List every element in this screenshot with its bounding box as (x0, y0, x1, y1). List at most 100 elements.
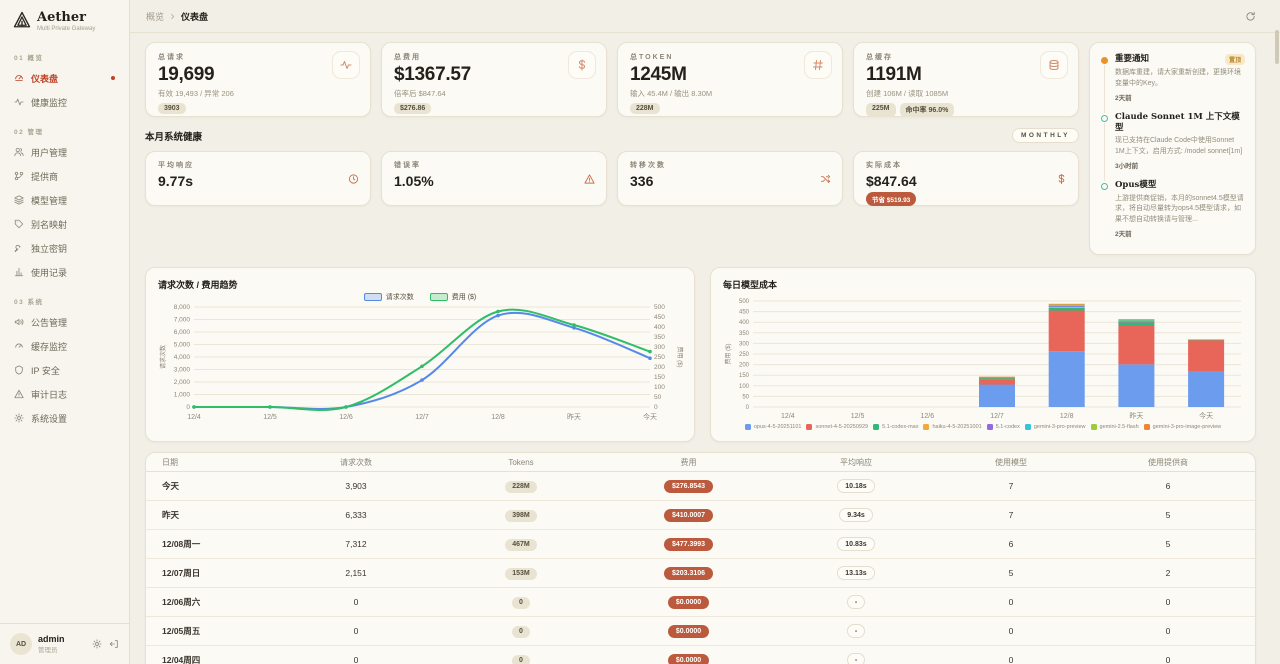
bar-chart-icon (14, 267, 24, 277)
legend-swatch (429, 293, 448, 302)
announcement-item[interactable]: Claude Sonnet 1M 上下文模型 现已支持在Claude Code中使… (1101, 112, 1245, 182)
legend-item[interactable]: 请求次数 (363, 292, 414, 302)
cell-models: 0 (1008, 597, 1014, 608)
stat-value: 19,699 (158, 64, 215, 85)
user-name: admin (38, 633, 65, 644)
sidebar-item-usage[interactable]: 使用记录 (0, 260, 129, 284)
legend-item[interactable]: 5.1-codex (986, 424, 1020, 431)
stat-card: 总缓存 1191M 创建 106M / 读取 1085M 225M 命中率 96.0% (853, 42, 1079, 117)
activity-icon (332, 51, 360, 79)
gear-icon[interactable] (92, 639, 102, 649)
svg-text:200: 200 (654, 364, 665, 371)
daily-stats-table: 日期 请求次数 Tokens 费用 平均响应 使用模型 使用提供商 今天 3,903 228M $… (145, 452, 1256, 664)
legend-label: 费用 ($) (451, 294, 477, 302)
svg-text:6,000: 6,000 (174, 329, 191, 336)
stat-value: 1245M (630, 64, 687, 85)
announcement-item[interactable]: 重要通知 置顶 数据库重建，请大家重新创建，更换环境变量中的Key。 2天前 (1101, 54, 1245, 113)
sidebar-section-label: 03 系统 (14, 299, 44, 307)
svg-text:150: 150 (654, 374, 665, 381)
table-row[interactable]: 12/08周一 7,312 467M $477.3993 10.83s 6 5 (146, 530, 1255, 560)
svg-text:50: 50 (654, 394, 662, 401)
sidebar-item-label: 公告管理 (31, 317, 68, 328)
sidebar-item-announcements[interactable]: 公告管理 (0, 310, 129, 334)
sidebar-item-cache[interactable]: 缓存监控 (0, 334, 129, 358)
legend-item[interactable]: 费用 ($) (429, 292, 477, 302)
sidebar-item-settings[interactable]: 系统设置 (0, 406, 129, 430)
refresh-icon[interactable] (1245, 11, 1256, 22)
sidebar-item-audit[interactable]: 审计日志 (0, 382, 129, 406)
table-row[interactable]: 今天 3,903 228M $276.8543 10.18s 7 6 (146, 472, 1255, 502)
legend-item[interactable]: gemini-2.5-flash (1090, 424, 1139, 431)
legend-swatch (1090, 424, 1097, 431)
users-icon (14, 147, 24, 157)
svg-text:300: 300 (654, 344, 665, 351)
sidebar-item-label: 别名映射 (31, 219, 68, 230)
svg-text:今天: 今天 (643, 412, 657, 421)
svg-text:500: 500 (739, 299, 750, 305)
sidebar-item-models[interactable]: 模型管理 (0, 188, 129, 212)
sidebar-item-health[interactable]: 健康监控 (0, 90, 129, 114)
table-row[interactable]: 12/04周四 0 0 $0.0000-0 0 (146, 646, 1255, 664)
legend-item[interactable]: gemini-3-pro-preview (1024, 424, 1086, 431)
cell-date: 12/05周五 (162, 626, 201, 637)
svg-text:4,000: 4,000 (174, 354, 191, 361)
health-card: 实际成本 $847.64 节省 $519.93 (853, 151, 1079, 206)
sidebar-item-label: 审计日志 (31, 389, 68, 400)
cell-date: 12/04周四 (162, 655, 201, 664)
announcement-body: 数据库重建，请大家重新创建，更换环境变量中的Key。 (1115, 69, 1241, 87)
sidebar-item-users[interactable]: 用户管理 (0, 140, 129, 164)
dashboard-content: 总请求 19,699 有效 19,493 / 异常 206 3903 总费用 $1367.… (130, 33, 1280, 664)
legend-swatch (744, 424, 751, 431)
svg-text:150: 150 (739, 374, 750, 380)
monthly-badge[interactable]: MONTHLY (1011, 128, 1079, 143)
sidebar-item-alias[interactable]: 别名映射 (0, 212, 129, 236)
legend-item[interactable]: sonnet-4-5-20250929 (806, 424, 868, 431)
cell-providers: 0 (1165, 597, 1171, 608)
svg-text:100: 100 (739, 384, 750, 390)
table-row[interactable]: 12/06周六 0 0 $0.0000-0 0 (146, 588, 1255, 618)
cell-requests: 0 (353, 655, 359, 664)
svg-text:12/7: 12/7 (415, 414, 429, 421)
cell-date: 昨天 (162, 510, 180, 521)
sidebar-item-dashboard[interactable]: 仪表盘 (0, 66, 129, 90)
requests-cost-chart: 0 1,000 2,000 3,000 4,000 5,000 6,000 7,000 8,00… (159, 304, 684, 421)
breadcrumb-parent[interactable]: 概览 (146, 11, 165, 22)
cell-requests: 0 (353, 626, 359, 637)
svg-text:12/5: 12/5 (263, 414, 277, 421)
cell-cost: $276.8543 (606, 479, 771, 493)
user-role: 管理员 (38, 647, 58, 655)
bar-chart-legend: opus-4-5-20251101 sonnet-4-5-20250929 5.1-… (723, 424, 1243, 431)
health-value: 1.05% (394, 173, 434, 189)
column-header: 请求次数 (340, 457, 372, 467)
legend-item[interactable]: gemini-3-pro-image-preview (1143, 424, 1221, 431)
sidebar-section: 02 管理 用户管理 提供商 模型管理 别名映射 独立密钥 使用记录 (0, 123, 129, 284)
table-header: 日期 请求次数 Tokens 费用 平均响应 使用模型 使用提供商 (146, 453, 1255, 473)
svg-text:500: 500 (654, 304, 665, 311)
cell-cost: $0.0000 (606, 624, 771, 638)
svg-text:2,000: 2,000 (174, 379, 191, 386)
cell-avg-response: 10.18s (771, 479, 941, 494)
table-row[interactable]: 12/07周日 2,151 153M $203.3106 13.13s 5 2 (146, 559, 1255, 589)
announcement-body: 现已支持在Claude Code中使用Sonnet 1M上下文，启用方式: /m… (1115, 137, 1243, 155)
svg-text:8,000: 8,000 (174, 304, 191, 311)
stat-value: 1191M (866, 64, 922, 85)
svg-text:费用 ($): 费用 ($) (676, 347, 684, 368)
sidebar-item-label: 用户管理 (31, 147, 68, 158)
logout-icon[interactable] (109, 639, 119, 649)
table-row[interactable]: 昨天 6,333 398M $410.0007 9.34s 7 5 (146, 501, 1255, 531)
legend-item[interactable]: opus-4-5-20251101 (744, 424, 802, 431)
scrollbar-thumb[interactable] (1275, 30, 1279, 64)
sidebar-item-keys[interactable]: 独立密钥 (0, 236, 129, 260)
legend-item[interactable]: haiku-4-5-20251001 (923, 424, 982, 431)
sidebar-item-label: 系统设置 (31, 413, 68, 424)
table-row[interactable]: 12/05周五 0 0 $0.0000-0 0 (146, 617, 1255, 647)
announcement-item[interactable]: Opus模型 上游提供商促销，本月的sonnet4.5模型请求，将自动尽量转为op… (1101, 180, 1245, 248)
column-header: 使用提供商 (1148, 457, 1188, 467)
legend-item[interactable]: 5.1-codex-max (873, 424, 918, 431)
sidebar-item-providers[interactable]: 提供商 (0, 164, 129, 188)
timeline-dot (1101, 57, 1108, 64)
sidebar-item-ip-security[interactable]: IP 安全 (0, 358, 129, 382)
legend-label: opus-4-5-20251101 (753, 424, 802, 431)
sidebar-item-label: 使用记录 (31, 267, 68, 278)
svg-text:0: 0 (186, 404, 190, 411)
